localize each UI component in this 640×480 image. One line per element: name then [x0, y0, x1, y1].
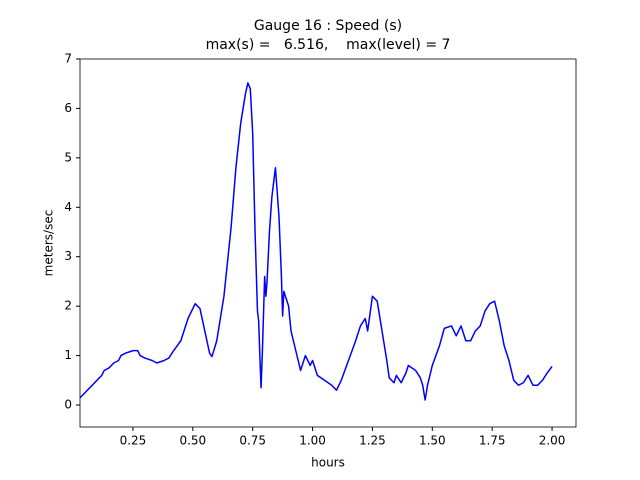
x-tick-label: 0.75: [239, 434, 266, 448]
y-tick-label: 2: [64, 299, 72, 313]
x-tick-label: 1.00: [299, 434, 326, 448]
y-tick-label: 0: [64, 398, 72, 412]
y-tick-label: 6: [64, 101, 72, 115]
x-axis-label: hours: [311, 456, 345, 470]
y-axis-label: meters/sec: [42, 210, 56, 277]
x-tick-label: 0.25: [120, 434, 147, 448]
y-tick-label: 1: [64, 348, 72, 362]
x-tick-label: 0.50: [179, 434, 206, 448]
y-tick-label: 5: [64, 150, 72, 164]
data-line: [80, 82, 553, 401]
y-tick-label: 7: [64, 52, 72, 66]
x-tick-label: 2.00: [539, 434, 566, 448]
x-tick-label: 1.50: [419, 434, 446, 448]
x-tick-label: 1.25: [359, 434, 386, 448]
chart-title: Gauge 16 : Speed (s): [254, 18, 402, 34]
plot-frame: [79, 58, 577, 428]
y-tick-label: 4: [64, 200, 72, 214]
chart-subtitle: max(s) = 6.516, max(level) = 7: [206, 37, 451, 53]
y-tick-label: 3: [64, 249, 72, 263]
x-tick-label: 1.75: [479, 434, 506, 448]
